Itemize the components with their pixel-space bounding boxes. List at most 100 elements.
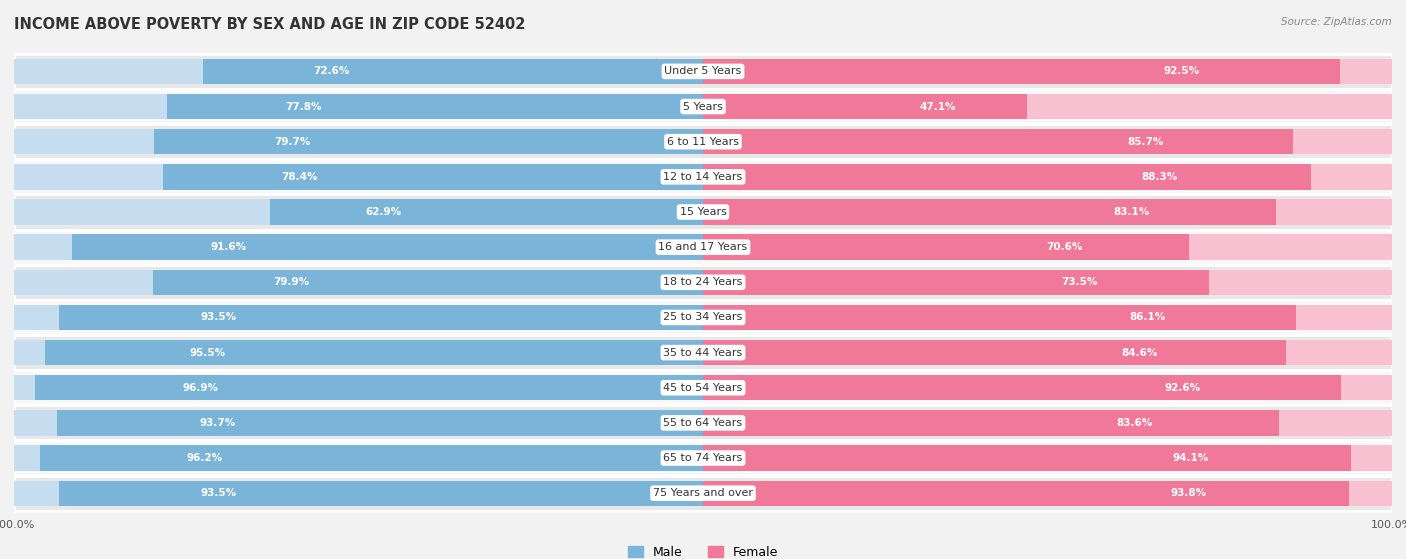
FancyBboxPatch shape [14,300,1392,335]
Bar [703,200,1275,225]
Text: 83.6%: 83.6% [1116,418,1153,428]
Bar [14,164,703,190]
Text: 16 and 17 Years: 16 and 17 Years [658,242,748,252]
Text: 91.6%: 91.6% [211,242,247,252]
Legend: Male, Female: Male, Female [623,541,783,559]
Bar [703,305,1392,330]
FancyBboxPatch shape [14,265,1392,300]
Bar [167,94,703,119]
FancyBboxPatch shape [14,54,1392,89]
Text: 25 to 34 Years: 25 to 34 Years [664,312,742,323]
Text: 92.6%: 92.6% [1164,383,1201,393]
Bar [41,446,703,471]
FancyBboxPatch shape [14,124,1392,159]
Text: Source: ZipAtlas.com: Source: ZipAtlas.com [1281,17,1392,27]
Bar [703,305,1296,330]
Bar [703,234,1392,260]
Text: 93.5%: 93.5% [201,488,236,498]
Text: 6 to 11 Years: 6 to 11 Years [666,137,740,146]
FancyBboxPatch shape [14,230,1392,265]
Text: 85.7%: 85.7% [1128,137,1164,146]
Bar [703,410,1279,435]
Bar [703,129,1294,154]
Text: 62.9%: 62.9% [366,207,401,217]
Bar [703,129,1392,154]
Text: 78.4%: 78.4% [281,172,318,182]
Bar [72,234,703,260]
Text: 70.6%: 70.6% [1046,242,1083,252]
FancyBboxPatch shape [14,335,1392,370]
Bar [153,129,703,154]
Bar [703,269,1392,295]
Bar [45,340,703,365]
Bar [14,129,703,154]
Bar [14,200,703,225]
Text: 95.5%: 95.5% [190,348,226,358]
Text: 94.1%: 94.1% [1173,453,1209,463]
Bar [14,446,703,471]
Text: 88.3%: 88.3% [1142,172,1177,182]
Text: 47.1%: 47.1% [920,102,956,112]
Text: 93.7%: 93.7% [200,418,236,428]
Text: 92.5%: 92.5% [1164,67,1201,77]
Bar [703,340,1286,365]
Text: 72.6%: 72.6% [314,67,349,77]
FancyBboxPatch shape [14,370,1392,405]
Text: 15 Years: 15 Years [679,207,727,217]
Text: Under 5 Years: Under 5 Years [665,67,741,77]
Text: 79.9%: 79.9% [274,277,309,287]
Text: 79.7%: 79.7% [274,137,311,146]
Bar [35,375,703,400]
Bar [703,59,1340,84]
FancyBboxPatch shape [14,195,1392,230]
Text: 84.6%: 84.6% [1121,348,1157,358]
Text: 18 to 24 Years: 18 to 24 Years [664,277,742,287]
Bar [703,59,1392,84]
Bar [59,481,703,506]
Bar [703,200,1392,225]
Bar [703,164,1392,190]
Text: 75 Years and over: 75 Years and over [652,488,754,498]
Bar [270,200,703,225]
Text: 55 to 64 Years: 55 to 64 Years [664,418,742,428]
Bar [703,94,1028,119]
Bar [703,164,1312,190]
Text: 65 to 74 Years: 65 to 74 Years [664,453,742,463]
Text: 12 to 14 Years: 12 to 14 Years [664,172,742,182]
Text: 5 Years: 5 Years [683,102,723,112]
Text: 35 to 44 Years: 35 to 44 Years [664,348,742,358]
Bar [703,269,1209,295]
FancyBboxPatch shape [14,405,1392,440]
FancyBboxPatch shape [14,440,1392,476]
FancyBboxPatch shape [14,89,1392,124]
Bar [163,164,703,190]
Bar [703,481,1350,506]
Bar [14,340,703,365]
Bar [14,234,703,260]
Bar [14,410,703,435]
Text: 96.9%: 96.9% [183,383,218,393]
Bar [703,446,1351,471]
Bar [703,234,1189,260]
FancyBboxPatch shape [14,159,1392,195]
FancyBboxPatch shape [14,476,1392,511]
Text: INCOME ABOVE POVERTY BY SEX AND AGE IN ZIP CODE 52402: INCOME ABOVE POVERTY BY SEX AND AGE IN Z… [14,17,526,32]
Bar [58,410,703,435]
Bar [14,269,703,295]
Text: 77.8%: 77.8% [285,102,322,112]
Bar [703,340,1392,365]
Text: 73.5%: 73.5% [1062,277,1098,287]
Text: 86.1%: 86.1% [1129,312,1166,323]
Text: 93.5%: 93.5% [201,312,236,323]
Bar [152,269,703,295]
Bar [14,59,703,84]
Bar [703,481,1392,506]
Bar [703,410,1392,435]
Bar [703,375,1341,400]
Text: 93.8%: 93.8% [1171,488,1208,498]
Bar [703,94,1392,119]
Bar [703,375,1392,400]
Bar [14,94,703,119]
Bar [14,305,703,330]
Text: 45 to 54 Years: 45 to 54 Years [664,383,742,393]
